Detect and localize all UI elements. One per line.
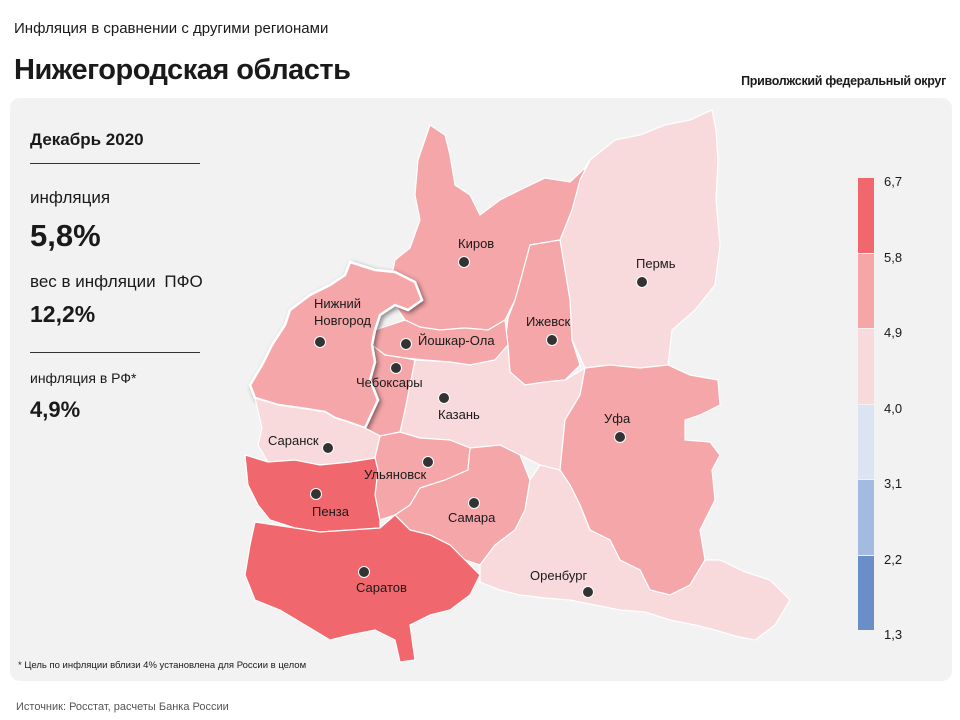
city-label-ufa: Уфа xyxy=(604,411,631,426)
city-marker-cheboksary[interactable] xyxy=(390,362,402,374)
legend-tick-0: 6,7 xyxy=(884,174,903,189)
rf-inflation-label: инфляция в РФ* xyxy=(30,370,137,386)
legend-swatch-4 xyxy=(858,480,874,555)
city-label-nizhny: Нижний Новгород xyxy=(314,296,371,328)
city-marker-saransk[interactable] xyxy=(322,442,334,454)
legend-tick-5: 2,2 xyxy=(884,551,903,567)
region-perm[interactable] xyxy=(559,109,721,369)
city-label-orenburg: Оренбург xyxy=(530,568,587,583)
city-marker-orenburg[interactable] xyxy=(582,586,594,598)
divider-bottom xyxy=(30,352,200,353)
city-marker-perm[interactable] xyxy=(636,276,648,288)
weight-label: вес в инфляции ПФО xyxy=(30,272,203,292)
region-saratov[interactable] xyxy=(244,514,481,663)
city-label-saransk: Саранск xyxy=(268,433,319,448)
divider-top xyxy=(30,163,200,164)
legend-tick-2: 4,9 xyxy=(884,325,903,340)
city-marker-ulyanovsk[interactable] xyxy=(422,456,434,468)
city-label-cheboksary: Чебоксары xyxy=(356,375,423,390)
city-layer: Киров Пермь Нижний Новгород Йошкар-Ола Ижевск… xyxy=(268,236,676,598)
legend-swatch-0 xyxy=(858,178,874,253)
weight-value: 12,2% xyxy=(30,301,96,327)
city-marker-izhevsk[interactable] xyxy=(546,334,558,346)
city-marker-ufa[interactable] xyxy=(614,431,626,443)
legend-swatch-5 xyxy=(858,555,874,630)
legend-tick-6: 1,3 xyxy=(884,627,903,642)
city-label-izhevsk: Ижевск xyxy=(526,314,571,329)
city-label-perm: Пермь xyxy=(636,256,676,271)
legend-swatch-2 xyxy=(858,329,874,404)
region-orenburg[interactable] xyxy=(479,464,791,641)
weight-label-text: вес в инфляции xyxy=(30,272,156,291)
city-marker-kazan[interactable] xyxy=(438,392,450,404)
footnote: * Цель по инфляции вблизи 4% установлена… xyxy=(18,660,307,671)
legend-swatch-1 xyxy=(858,253,874,328)
city-label-kirov: Киров xyxy=(458,236,494,251)
legend-tick-4: 3,1 xyxy=(884,476,903,491)
city-label-kazan: Казань xyxy=(438,407,480,422)
inflation-value: 5,8% xyxy=(30,218,101,253)
period-label: Декабрь 2020 xyxy=(30,130,144,149)
city-label-yoshkar: Йошкар-Ола xyxy=(418,333,495,348)
weight-label-suffix: ПФО xyxy=(164,272,203,291)
legend-tick-1: 5,8 xyxy=(884,249,903,265)
city-marker-kirov[interactable] xyxy=(458,256,470,268)
district-label: Приволжский федеральный округ xyxy=(741,74,946,88)
rf-inflation-value: 4,9% xyxy=(30,397,81,422)
city-label-penza: Пенза xyxy=(312,504,350,519)
city-marker-nizhny[interactable] xyxy=(314,336,326,348)
city-marker-samara[interactable] xyxy=(468,497,480,509)
city-label-samara: Самара xyxy=(448,510,496,525)
legend-tick-3: 4,0 xyxy=(884,400,903,416)
city-marker-yoshkar[interactable] xyxy=(400,338,412,350)
city-label-ulyanovsk: Ульяновск xyxy=(364,467,426,482)
city-marker-penza[interactable] xyxy=(310,488,322,500)
city-label-saratov: Саратов xyxy=(356,580,407,595)
source-note: Источник: Росстат, расчеты Банка России xyxy=(16,701,229,713)
city-marker-saratov[interactable] xyxy=(358,566,370,578)
page-title: Нижегородская область xyxy=(14,54,351,86)
inflation-label: инфляция xyxy=(30,188,111,207)
supertitle: Инфляция в сравнении с другими регионами xyxy=(14,20,329,37)
legend-swatch-3 xyxy=(858,404,874,479)
